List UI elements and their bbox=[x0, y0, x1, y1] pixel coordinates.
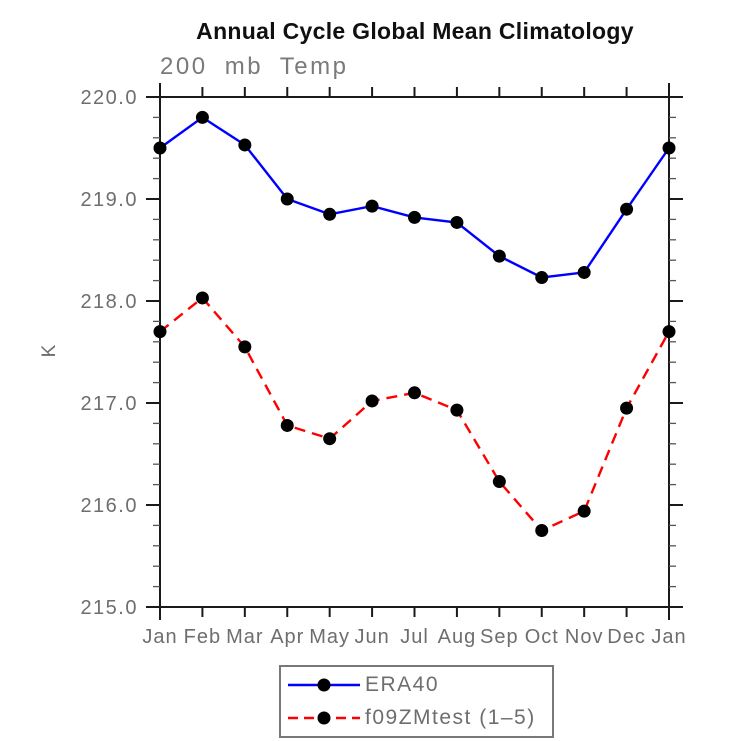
x-tick-label: Aug bbox=[438, 626, 477, 648]
x-tick-label: Feb bbox=[184, 626, 221, 648]
data-point bbox=[153, 141, 167, 155]
legend-marker-dot-icon bbox=[317, 711, 331, 725]
data-point bbox=[365, 394, 379, 408]
x-tick-label: Nov bbox=[565, 626, 604, 648]
legend: ERA40 f09ZMtest (1–5) bbox=[279, 665, 554, 738]
legend-marker-dot-icon bbox=[317, 678, 331, 692]
data-point bbox=[492, 249, 506, 263]
data-point bbox=[535, 271, 549, 285]
series-line-era40 bbox=[159, 115, 670, 279]
x-tick-label: Oct bbox=[525, 626, 559, 648]
data-point bbox=[577, 504, 591, 518]
x-tick-label: Jan bbox=[142, 626, 177, 648]
x-tick-label: Jul bbox=[400, 626, 429, 648]
legend-label-f09zmtest: f09ZMtest (1–5) bbox=[365, 706, 536, 729]
legend-line-sample-solid bbox=[288, 678, 360, 692]
tick-marks bbox=[146, 87, 683, 617]
y-tick-label: 220.0 bbox=[80, 87, 138, 109]
x-tick-label: Apr bbox=[270, 626, 304, 648]
data-point bbox=[365, 199, 379, 213]
data-point bbox=[450, 403, 464, 417]
x-tick-label: Dec bbox=[607, 626, 646, 648]
data-point bbox=[620, 202, 634, 216]
y-tick-label: 217.0 bbox=[80, 393, 138, 415]
data-point bbox=[280, 418, 294, 432]
y-tick-label: 219.0 bbox=[80, 189, 138, 211]
x-tick-label: May bbox=[309, 626, 350, 648]
data-point bbox=[195, 291, 209, 305]
legend-row-era40: ERA40 bbox=[281, 670, 552, 700]
data-point bbox=[577, 265, 591, 279]
chart-subtitle: 200 mb Temp bbox=[160, 53, 349, 80]
data-point bbox=[535, 524, 549, 537]
chart-title: Annual Cycle Global Mean Climatology bbox=[196, 18, 634, 44]
data-point bbox=[620, 401, 634, 415]
legend-line-sample-dashed bbox=[288, 711, 360, 725]
data-point bbox=[153, 325, 167, 339]
data-point bbox=[450, 215, 464, 229]
data-series bbox=[153, 110, 676, 537]
data-point bbox=[238, 340, 252, 354]
series-line-f09zmtest bbox=[159, 296, 671, 532]
legend-label-era40: ERA40 bbox=[365, 673, 440, 696]
data-point bbox=[492, 475, 506, 489]
data-point bbox=[195, 110, 209, 124]
x-tick-label: Jan bbox=[651, 626, 686, 648]
legend-row-f09zmtest: f09ZMtest (1–5) bbox=[281, 703, 552, 733]
data-point bbox=[323, 207, 337, 221]
x-tick-label: Sep bbox=[480, 626, 519, 648]
data-point bbox=[408, 386, 421, 400]
x-tick-label: Jun bbox=[354, 626, 389, 648]
axes bbox=[159, 83, 670, 620]
y-tick-label: 218.0 bbox=[80, 291, 138, 313]
data-point bbox=[662, 325, 676, 339]
y-tick-label: 215.0 bbox=[80, 597, 138, 619]
y-tick-label: 216.0 bbox=[80, 495, 138, 517]
data-point bbox=[408, 210, 421, 224]
tick-labels: 215.0 216.0 217.0 218.0 219.0 220.0 Jan Feb Mar A… bbox=[80, 87, 686, 648]
x-tick-label: Mar bbox=[226, 626, 263, 648]
data-point bbox=[280, 192, 294, 206]
data-point bbox=[662, 141, 676, 155]
data-point bbox=[323, 432, 337, 446]
data-point bbox=[238, 138, 252, 152]
